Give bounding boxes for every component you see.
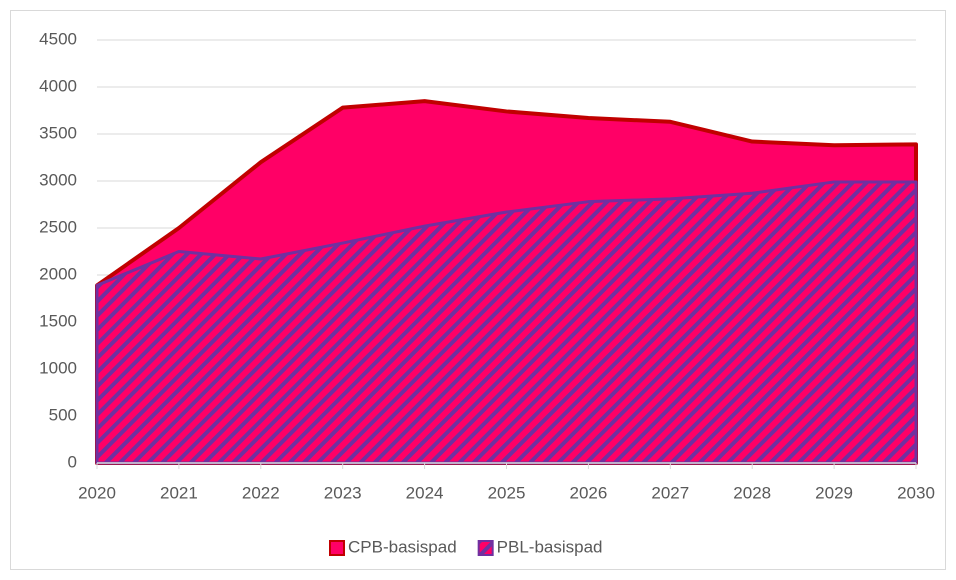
y-tick-label: 4500: [39, 29, 77, 48]
y-tick-label: 0: [68, 452, 77, 471]
y-tick-label: 1500: [39, 311, 77, 330]
x-tick-label: 2022: [242, 483, 280, 502]
x-tick-label: 2020: [78, 483, 116, 502]
y-tick-label: 1000: [39, 358, 77, 377]
y-tick-label: 3000: [39, 170, 77, 189]
x-tick-label: 2026: [569, 483, 607, 502]
y-tick-label: 3500: [39, 123, 77, 142]
legend-label: CPB-basispad: [348, 537, 457, 556]
area: [95, 180, 918, 465]
x-tick-label: 2029: [815, 483, 853, 502]
x-tick-label: 2025: [488, 483, 526, 502]
y-tick-label: 2500: [39, 217, 77, 236]
x-tick-label: 2028: [733, 483, 771, 502]
x-tick-label: 2021: [160, 483, 198, 502]
y-tick-label: 4000: [39, 76, 77, 95]
x-tick-label: 2024: [406, 483, 444, 502]
x-tick-label: 2023: [324, 483, 362, 502]
y-tick-label: 500: [49, 405, 77, 424]
y-tick-label: 2000: [39, 264, 77, 283]
legend-swatch: [477, 540, 494, 556]
legend-label: PBL-basispad: [497, 537, 603, 556]
legend-swatch: [329, 540, 345, 556]
x-tick-label: 2027: [651, 483, 689, 502]
x-tick-label: 2030: [897, 483, 935, 502]
